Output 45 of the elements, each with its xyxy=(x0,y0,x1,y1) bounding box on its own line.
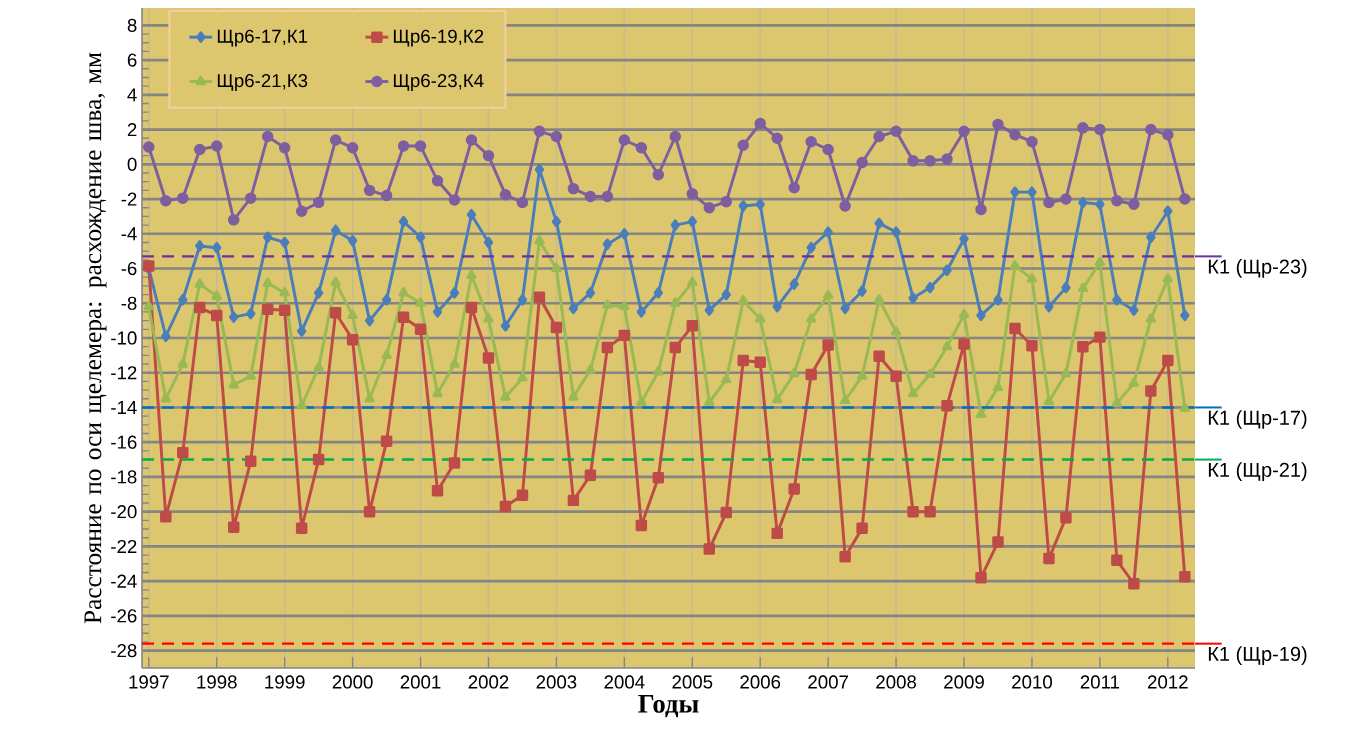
y-tick-label: 4 xyxy=(127,88,137,102)
y-tick-label: -14 xyxy=(111,401,137,414)
ref-line-label: К1 (Щр-21) xyxy=(1208,462,1307,481)
y-tick-label: 6 xyxy=(127,53,137,67)
y-tick-label: 8 xyxy=(127,18,137,32)
ref-line-label: К1 (Щр-17) xyxy=(1208,410,1307,429)
legend-label: Щр6-19,К2 xyxy=(393,29,484,47)
x-axis-title: Годы xyxy=(638,695,699,718)
y-axis-title: Расстояние по оси щелемера: расхождение шва, мм xyxy=(84,52,107,624)
x-tick-label: 2010 xyxy=(1012,675,1052,689)
x-tick-label: 2012 xyxy=(1148,675,1188,689)
x-tick-label: 2005 xyxy=(672,675,713,689)
y-tick-label: -24 xyxy=(111,574,137,588)
legend-label: Щр6-23,К4 xyxy=(393,73,484,91)
legend-label: Щр6-17,К1 xyxy=(217,29,308,47)
y-tick-label: -2 xyxy=(121,192,137,206)
legend-label: Щр6-21,К3 xyxy=(217,73,308,91)
x-tick-label: 2000 xyxy=(332,675,373,689)
y-tick-label: -22 xyxy=(111,539,137,553)
x-tick-label: 2001 xyxy=(400,675,441,689)
y-tick-label: 2 xyxy=(127,123,137,137)
ref-line-label: К1 (Щр-19) xyxy=(1208,646,1307,665)
y-tick-label: -10 xyxy=(111,331,137,345)
x-tick-label: 1997 xyxy=(129,675,169,689)
x-tick-label: 2002 xyxy=(468,675,509,689)
x-tick-label: 2008 xyxy=(876,675,917,689)
y-tick-label: -20 xyxy=(111,505,137,519)
y-tick-label: -8 xyxy=(121,296,137,310)
y-tick-label: -12 xyxy=(111,366,137,380)
x-tick-label: 1999 xyxy=(265,675,305,689)
ref-line-label: К1 (Щр-23) xyxy=(1208,259,1307,278)
x-tick-label: 2009 xyxy=(944,675,984,689)
x-tick-label: 2011 xyxy=(1080,675,1120,689)
x-tick-label: 2006 xyxy=(740,675,781,689)
x-tick-label: 2007 xyxy=(808,675,848,689)
y-tick-label: -26 xyxy=(111,609,137,623)
x-tick-label: 2004 xyxy=(604,675,645,689)
x-tick-label: 1998 xyxy=(197,675,237,689)
y-tick-label: -16 xyxy=(111,435,137,449)
y-tick-label: 0 xyxy=(127,157,137,171)
y-tick-label: -4 xyxy=(121,227,137,241)
y-tick-label: -6 xyxy=(121,261,137,276)
x-tick-label: 2003 xyxy=(536,675,577,689)
y-tick-label: -18 xyxy=(111,470,137,484)
y-tick-label: -28 xyxy=(111,643,137,658)
